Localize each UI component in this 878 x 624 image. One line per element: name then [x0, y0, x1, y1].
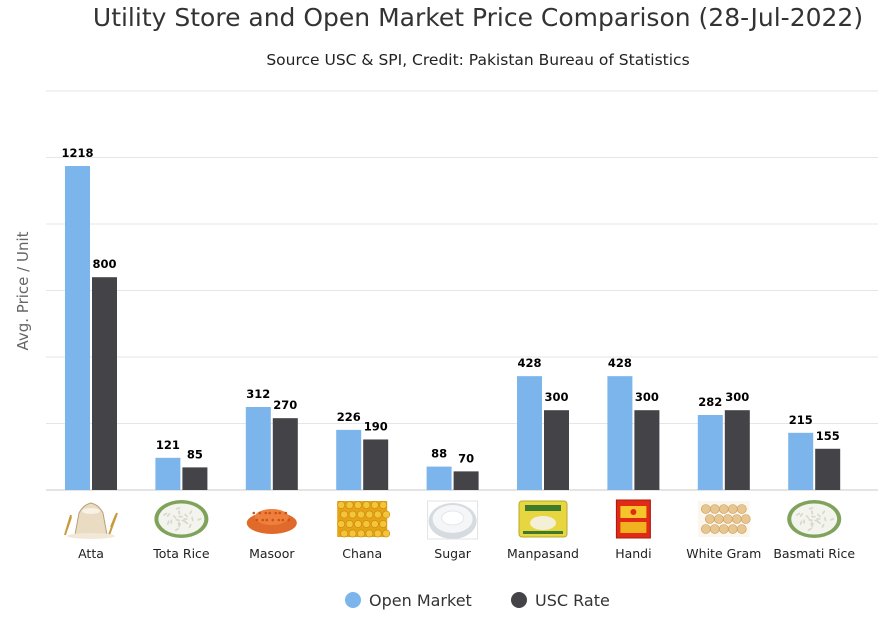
data-label: 270 — [273, 398, 297, 412]
data-label: 312 — [246, 387, 270, 401]
data-label: 282 — [698, 395, 722, 409]
bar-usc-rate[interactable] — [92, 277, 117, 490]
bar-usc-rate[interactable] — [544, 410, 569, 490]
sugar-bowl-icon — [427, 500, 479, 540]
bar-open-market[interactable] — [65, 166, 90, 490]
bar-usc-rate[interactable] — [272, 418, 298, 490]
category-label: Basmati Rice — [773, 546, 855, 561]
category-label: Atta — [78, 546, 104, 561]
data-label: 300 — [544, 390, 568, 404]
data-label: 428 — [517, 356, 541, 370]
handi-box-icon — [615, 499, 651, 539]
legend-label: Open Market — [369, 591, 472, 610]
bar-open-market[interactable] — [336, 429, 362, 490]
data-label: 155 — [816, 429, 840, 443]
legend[interactable]: Open Market USC Rate — [345, 591, 610, 610]
data-label: 300 — [635, 390, 659, 404]
data-label: 121 — [156, 438, 180, 452]
data-label: 215 — [789, 413, 813, 427]
bars — [65, 166, 841, 490]
chart-subtitle: Source USC & SPI, Credit: Pakistan Burea… — [266, 51, 689, 69]
category-label: Handi — [615, 546, 651, 561]
x-axis-categories: Atta Tota Rice Masoor Chana Sugar Manpasand Ha… — [78, 546, 855, 561]
bar-usc-rate[interactable] — [815, 448, 841, 490]
legend-marker-icon — [345, 592, 361, 608]
bar-open-market[interactable] — [155, 457, 181, 490]
chickpeas-icon — [337, 501, 391, 538]
y-axis-label: Avg. Price / Unit — [14, 231, 32, 350]
gridlines — [46, 90, 878, 491]
legend-item-usc-rate[interactable]: USC Rate — [511, 591, 610, 610]
bar-open-market[interactable] — [426, 466, 452, 490]
flour-sack-icon — [64, 502, 118, 539]
data-label: 800 — [92, 257, 116, 271]
basmati-rice-plate-icon — [787, 500, 842, 538]
category-label: Manpasand — [507, 546, 579, 561]
category-label: Tota Rice — [152, 546, 210, 561]
data-label: 70 — [458, 451, 474, 465]
legend-item-open-market[interactable]: Open Market — [345, 591, 472, 610]
data-label: 190 — [364, 419, 388, 433]
bar-open-market[interactable] — [697, 414, 723, 490]
category-label: Masoor — [249, 546, 295, 561]
bar-usc-rate[interactable] — [634, 410, 660, 490]
white-gram-icon — [697, 501, 751, 537]
bar-open-market[interactable] — [788, 432, 814, 490]
bar-usc-rate[interactable] — [724, 410, 750, 490]
legend-label: USC Rate — [535, 591, 610, 610]
bar-open-market[interactable] — [607, 376, 633, 490]
chart-title: Utility Store and Open Market Price Comp… — [93, 3, 863, 32]
category-icons — [64, 499, 842, 540]
data-label: 226 — [337, 410, 361, 424]
bar-open-market[interactable] — [245, 407, 271, 490]
bar-usc-rate[interactable] — [453, 471, 479, 490]
bar-usc-rate[interactable] — [363, 439, 389, 490]
legend-marker-icon — [511, 592, 527, 608]
data-label: 88 — [431, 447, 447, 461]
data-label: 428 — [608, 356, 632, 370]
data-label: 1218 — [61, 146, 93, 160]
manpasand-pack-icon — [518, 500, 568, 538]
bar-open-market[interactable] — [517, 376, 542, 490]
category-label: White Gram — [686, 546, 761, 561]
data-label: 85 — [187, 447, 203, 461]
category-label: Sugar — [434, 546, 471, 561]
data-label: 300 — [725, 390, 749, 404]
bar-usc-rate[interactable] — [182, 467, 208, 490]
category-label: Chana — [342, 546, 382, 561]
red-lentils-icon — [246, 509, 297, 534]
rice-plate-icon — [154, 500, 209, 538]
